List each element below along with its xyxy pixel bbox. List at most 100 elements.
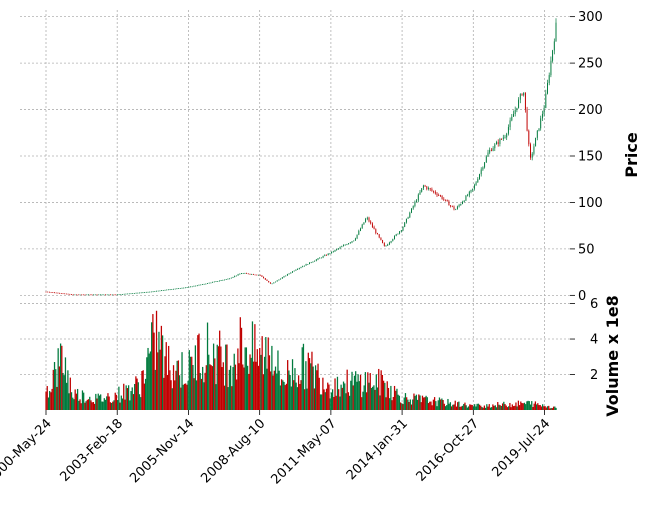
candle-body (348, 243, 350, 245)
volume-bar (140, 397, 142, 410)
volume-bar (250, 357, 252, 410)
candle-body (439, 195, 441, 197)
candle-body (351, 241, 353, 243)
volume-bar (494, 405, 496, 410)
candle-body (344, 244, 346, 246)
volume-bar (72, 397, 74, 410)
candle-body (487, 152, 489, 157)
volume-bar (56, 386, 58, 410)
volume-bar (426, 397, 428, 410)
volume-bar (175, 370, 177, 410)
volume-bar (348, 395, 351, 410)
price-panel: 0 50 100 150 200 250 300 Price (20, 10, 641, 304)
candle-body (541, 113, 543, 119)
candle-body (315, 259, 317, 261)
volume-bar (123, 383, 125, 410)
candle-body (309, 262, 310, 265)
candle-body (217, 281, 219, 282)
candle-body (123, 293, 125, 295)
candle-body (405, 218, 407, 223)
volume-bar (206, 322, 209, 410)
candle-body (426, 186, 428, 189)
candle-body (203, 283, 205, 285)
candle-body (540, 118, 542, 129)
candle-body (94, 294, 96, 296)
volume-bar (66, 382, 68, 410)
volume-bar (533, 403, 535, 410)
volume-bar (424, 397, 426, 410)
candle-body (326, 254, 327, 256)
candle-body (130, 293, 132, 295)
volume-bar (357, 374, 359, 410)
volume-bar (544, 406, 546, 410)
candle-body (142, 292, 144, 294)
candle-body (360, 228, 361, 231)
volume-bar (93, 403, 96, 410)
candle-body (445, 199, 446, 201)
volume-bar (416, 399, 419, 410)
candle-body (545, 93, 547, 108)
candle-body (412, 206, 414, 209)
volume-bar (108, 396, 110, 410)
volume-bar (540, 406, 543, 410)
volume-bar (538, 405, 540, 410)
volume-bar (450, 406, 453, 410)
volume-bar (317, 363, 319, 410)
volume-bar (539, 405, 541, 410)
volume-bar (92, 402, 95, 410)
candle-body (281, 277, 283, 279)
volume-bar (408, 401, 410, 410)
volume-bar (505, 405, 507, 410)
candle-body (548, 75, 550, 83)
candle-body (336, 249, 338, 250)
candle-body (303, 265, 305, 267)
candle-body (47, 291, 49, 293)
candle-body (108, 294, 110, 296)
candle-body (363, 222, 365, 225)
candle-body (263, 276, 265, 279)
candle-body (385, 245, 387, 247)
candle-body (455, 209, 457, 211)
candle-body (210, 282, 212, 284)
candle-body (472, 188, 474, 190)
volume-bar (236, 379, 238, 410)
candle-body (295, 269, 297, 271)
volume-bar (489, 407, 492, 410)
volume-bar (440, 399, 442, 410)
candle-body (387, 244, 389, 246)
candle-body (286, 274, 288, 276)
volume-bar (221, 367, 223, 410)
candle-body (215, 281, 217, 282)
candle-body (353, 240, 355, 242)
candle-body (421, 188, 423, 192)
candle-body (60, 293, 62, 294)
candle-body (499, 139, 501, 145)
candle-body (365, 218, 367, 223)
volume-bar (382, 380, 385, 410)
volume-bar (476, 403, 478, 410)
price-y-tick-label: 100 (578, 196, 603, 211)
volume-bar (546, 406, 549, 410)
candle-body (222, 279, 224, 281)
candle-body (479, 174, 480, 180)
volume-bar (398, 395, 401, 410)
candle-body (101, 294, 103, 296)
candle-body (509, 120, 511, 128)
candle-body (288, 273, 290, 275)
candle-body (125, 293, 127, 295)
volume-bar (436, 406, 438, 410)
volume-bar (216, 344, 218, 410)
candle-body (71, 294, 72, 295)
candle-body (188, 286, 190, 288)
price-candles (45, 18, 557, 296)
candle-body (113, 294, 115, 296)
volume-bar (380, 370, 382, 410)
volume-bar (323, 389, 325, 410)
volume-bar (363, 385, 365, 410)
volume-axis-label: Volume x 1e8 (603, 295, 622, 416)
volume-bar (185, 383, 187, 410)
candle-body (261, 275, 263, 277)
volume-bar (512, 406, 515, 410)
volume-bar (521, 403, 523, 410)
volume-bar (58, 366, 61, 410)
